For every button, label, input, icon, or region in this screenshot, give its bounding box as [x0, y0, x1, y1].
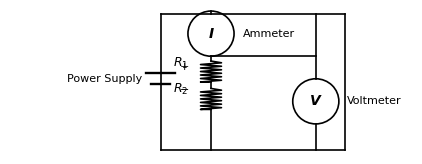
Text: +: + [179, 62, 189, 72]
Text: $R_2$: $R_2$ [173, 82, 188, 97]
Text: I: I [208, 27, 214, 41]
Text: $R_1$: $R_1$ [173, 56, 188, 71]
Text: −: − [179, 85, 189, 95]
Text: Voltmeter: Voltmeter [347, 96, 402, 106]
Text: Ammeter: Ammeter [243, 29, 295, 39]
Text: Power Supply: Power Supply [67, 74, 142, 84]
Text: V: V [311, 94, 321, 108]
